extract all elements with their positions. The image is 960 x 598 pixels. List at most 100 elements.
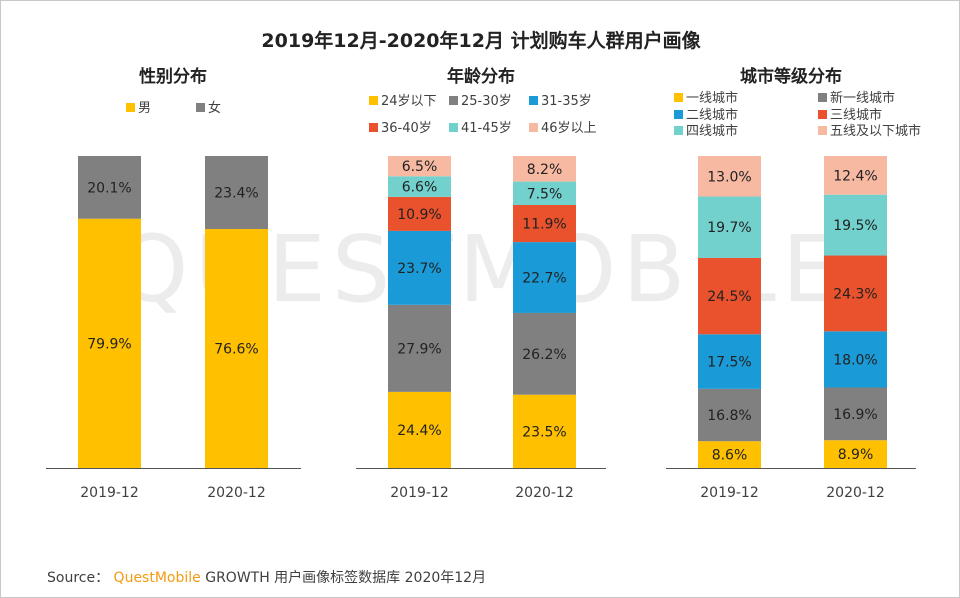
data-label: 10.9%	[397, 207, 441, 223]
data-label: 23.7%	[397, 261, 441, 277]
legend-swatch	[369, 123, 378, 132]
x-tick-label: 2020-12	[515, 485, 574, 501]
bar-segment	[513, 242, 576, 313]
bar-segment	[698, 334, 761, 389]
legend-label: 四线城市	[686, 123, 738, 139]
source-brand: QuestMobile	[113, 570, 201, 586]
bar-segment	[388, 304, 451, 392]
legend-label: 41-45岁	[461, 121, 512, 136]
bar-segment	[824, 440, 887, 468]
data-label: 8.2%	[527, 162, 563, 178]
data-label: 23.5%	[522, 424, 566, 440]
bar-segment	[388, 391, 451, 468]
data-label: 27.9%	[397, 341, 441, 357]
data-label: 6.6%	[402, 180, 438, 196]
data-label: 6.5%	[402, 159, 438, 175]
legend-label: 五线及以下城市	[830, 123, 921, 139]
legend-label: 三线城市	[830, 107, 882, 123]
data-label: 76.6%	[214, 342, 258, 358]
legend-label: 31-35岁	[541, 94, 592, 109]
legend-swatch	[449, 96, 458, 105]
legend-swatch	[818, 126, 827, 135]
chart-title: 年龄分布	[447, 66, 515, 87]
bar-segment	[824, 255, 887, 332]
x-tick-label: 2019-12	[80, 485, 139, 501]
chart-title: 性别分布	[139, 66, 207, 87]
legend-swatch	[126, 103, 135, 112]
legend-label: 新一线城市	[830, 90, 895, 106]
bar-segment	[388, 176, 451, 197]
data-label: 11.9%	[522, 217, 566, 233]
bar-segment	[513, 181, 576, 205]
legend-label: 25-30岁	[461, 94, 512, 109]
bar-segment	[513, 156, 576, 182]
legend-swatch	[529, 123, 538, 132]
bar-segment	[78, 218, 141, 468]
legend-label: 二线城市	[686, 107, 738, 123]
legend-swatch	[674, 126, 683, 135]
bar-segment	[205, 229, 268, 468]
data-label: 7.5%	[527, 186, 563, 202]
data-label: 79.9%	[87, 336, 131, 352]
bar-segment	[824, 331, 887, 388]
data-label: 19.7%	[707, 220, 751, 236]
bar-segment	[388, 230, 451, 305]
legend-swatch	[818, 110, 827, 119]
legend-label: 男	[138, 101, 151, 116]
data-label: 8.9%	[838, 447, 874, 463]
legend-swatch	[196, 103, 205, 112]
legend-swatch	[369, 96, 378, 105]
x-tick-label: 2019-12	[390, 485, 449, 501]
legend-label: 46岁以上	[541, 121, 597, 136]
legend-swatch	[529, 96, 538, 105]
data-label: 24.5%	[707, 289, 751, 305]
bar-segment	[78, 156, 141, 219]
data-label: 20.1%	[87, 180, 131, 196]
legend-swatch	[449, 123, 458, 132]
x-tick-label: 2019-12	[700, 485, 759, 501]
bar-segment	[698, 196, 761, 258]
bar-segment	[824, 387, 887, 441]
data-label: 24.4%	[397, 423, 441, 439]
source-text: GROWTH 用户画像标签数据库 2020年12月	[205, 570, 487, 586]
bar-segment	[513, 204, 576, 243]
bar-segment	[698, 441, 761, 468]
data-label: 17.5%	[707, 355, 751, 371]
source-label: Source：	[47, 570, 110, 586]
bar-segment	[698, 156, 761, 197]
data-label: 19.5%	[833, 218, 877, 234]
x-tick-label: 2020-12	[826, 485, 885, 501]
bar-segment	[205, 156, 268, 230]
main-title: 2019年12月-2020年12月 计划购车人群用户画像	[261, 29, 701, 52]
bar-segment	[513, 312, 576, 395]
data-label: 16.9%	[833, 407, 877, 423]
legend-label: 36-40岁	[381, 121, 432, 136]
legend-label: 女	[208, 100, 221, 116]
source-line: Source： QuestMobile GROWTH 用户画像标签数据库 202…	[47, 567, 486, 587]
bar-segment	[513, 394, 576, 468]
legend-label: 24岁以下	[381, 94, 437, 109]
chart-title: 城市等级分布	[740, 66, 842, 87]
data-label: 18.0%	[833, 352, 877, 368]
data-label: 16.8%	[707, 408, 751, 424]
legend-swatch	[818, 93, 827, 102]
data-label: 22.7%	[522, 271, 566, 287]
legend-swatch	[674, 110, 683, 119]
data-label: 8.6%	[712, 448, 748, 464]
bar-segment	[388, 156, 451, 177]
data-label: 24.3%	[833, 286, 877, 302]
legend-swatch	[674, 93, 683, 102]
data-label: 26.2%	[522, 347, 566, 363]
bar-segment	[698, 257, 761, 335]
data-label: 12.4%	[833, 168, 877, 184]
bar-segment	[388, 196, 451, 231]
x-tick-label: 2020-12	[207, 485, 266, 501]
bar-segment	[698, 388, 761, 442]
data-label: 13.0%	[707, 169, 751, 185]
legend-label: 一线城市	[686, 90, 738, 106]
data-label: 23.4%	[214, 186, 258, 202]
bar-segment	[824, 156, 887, 195]
bar-segment	[824, 194, 887, 256]
